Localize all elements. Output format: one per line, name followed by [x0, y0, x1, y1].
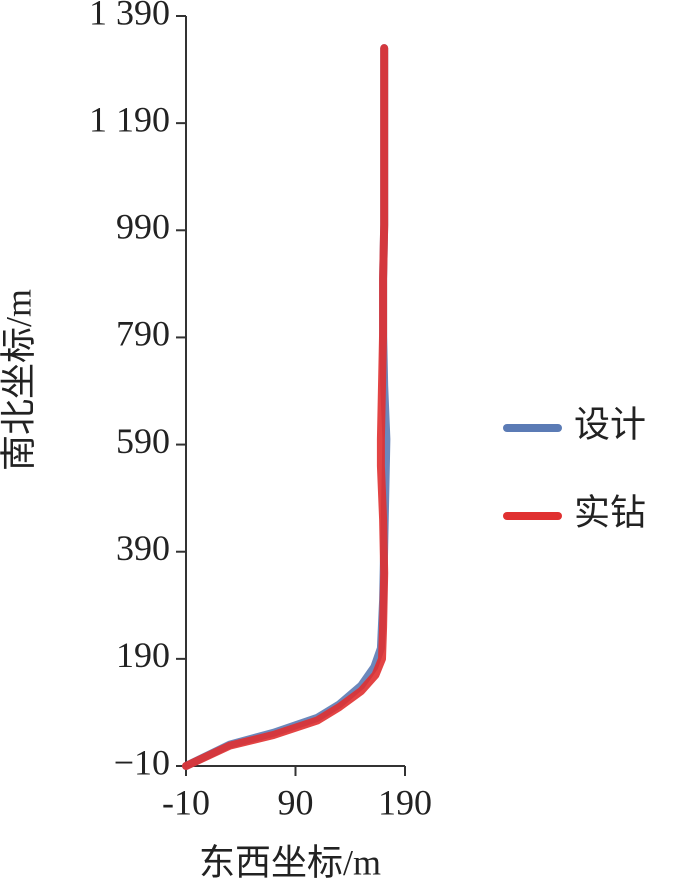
x-tick-label: 90 [278, 782, 314, 822]
legend-label: 设计 [574, 404, 646, 444]
x-axis-title: 东西坐标/m [199, 842, 381, 882]
legend-label: 实钻 [574, 492, 646, 532]
x-tick-label: -10 [162, 782, 210, 822]
y-tick-label: 590 [116, 421, 170, 461]
data-line [182, 44, 389, 770]
y-tick-label: 1 390 [89, 0, 170, 32]
x-tick-label: 190 [378, 782, 432, 822]
data-line [182, 44, 391, 770]
y-axis-title: 南北坐标/m [0, 289, 38, 471]
y-tick-label: 990 [116, 207, 170, 247]
y-tick-label: 390 [116, 528, 170, 568]
y-tick-label: 790 [116, 314, 170, 354]
y-tick-label: 1 190 [89, 99, 170, 139]
y-tick-label: 190 [116, 635, 170, 675]
y-tick-label: −10 [114, 742, 170, 782]
